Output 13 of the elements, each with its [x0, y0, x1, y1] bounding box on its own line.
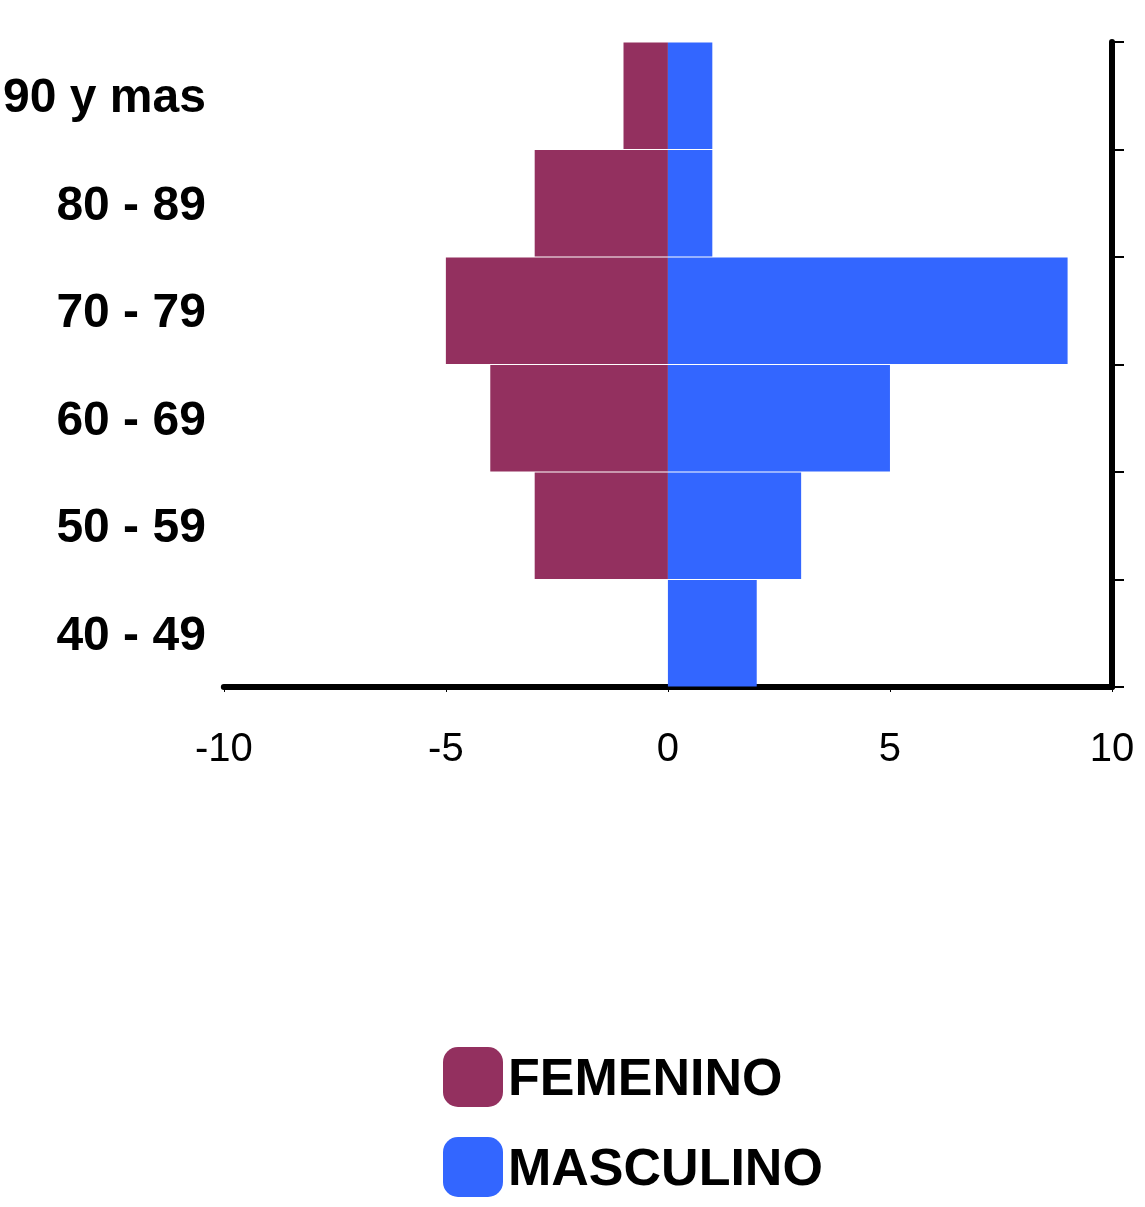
x-tick-label: -5	[428, 725, 464, 769]
x-tick-label: 0	[656, 725, 680, 769]
x-tick-label: 10	[1089, 725, 1135, 769]
y-tick-label: 60 - 69	[56, 391, 206, 445]
legend-label: FEMENINO	[508, 1048, 783, 1106]
y-tick-label: 40 - 49	[56, 606, 206, 660]
y-tick-label: 70 - 79	[56, 284, 206, 338]
y-tick-label: 80 - 89	[56, 176, 206, 230]
y-tick-label: 90 y mas	[3, 69, 206, 123]
x-tick-label: 5	[878, 725, 902, 769]
legend-label: MASCULINO	[508, 1138, 823, 1196]
x-tick-label: -10	[194, 725, 253, 769]
y-tick-label: 50 - 59	[56, 499, 206, 553]
